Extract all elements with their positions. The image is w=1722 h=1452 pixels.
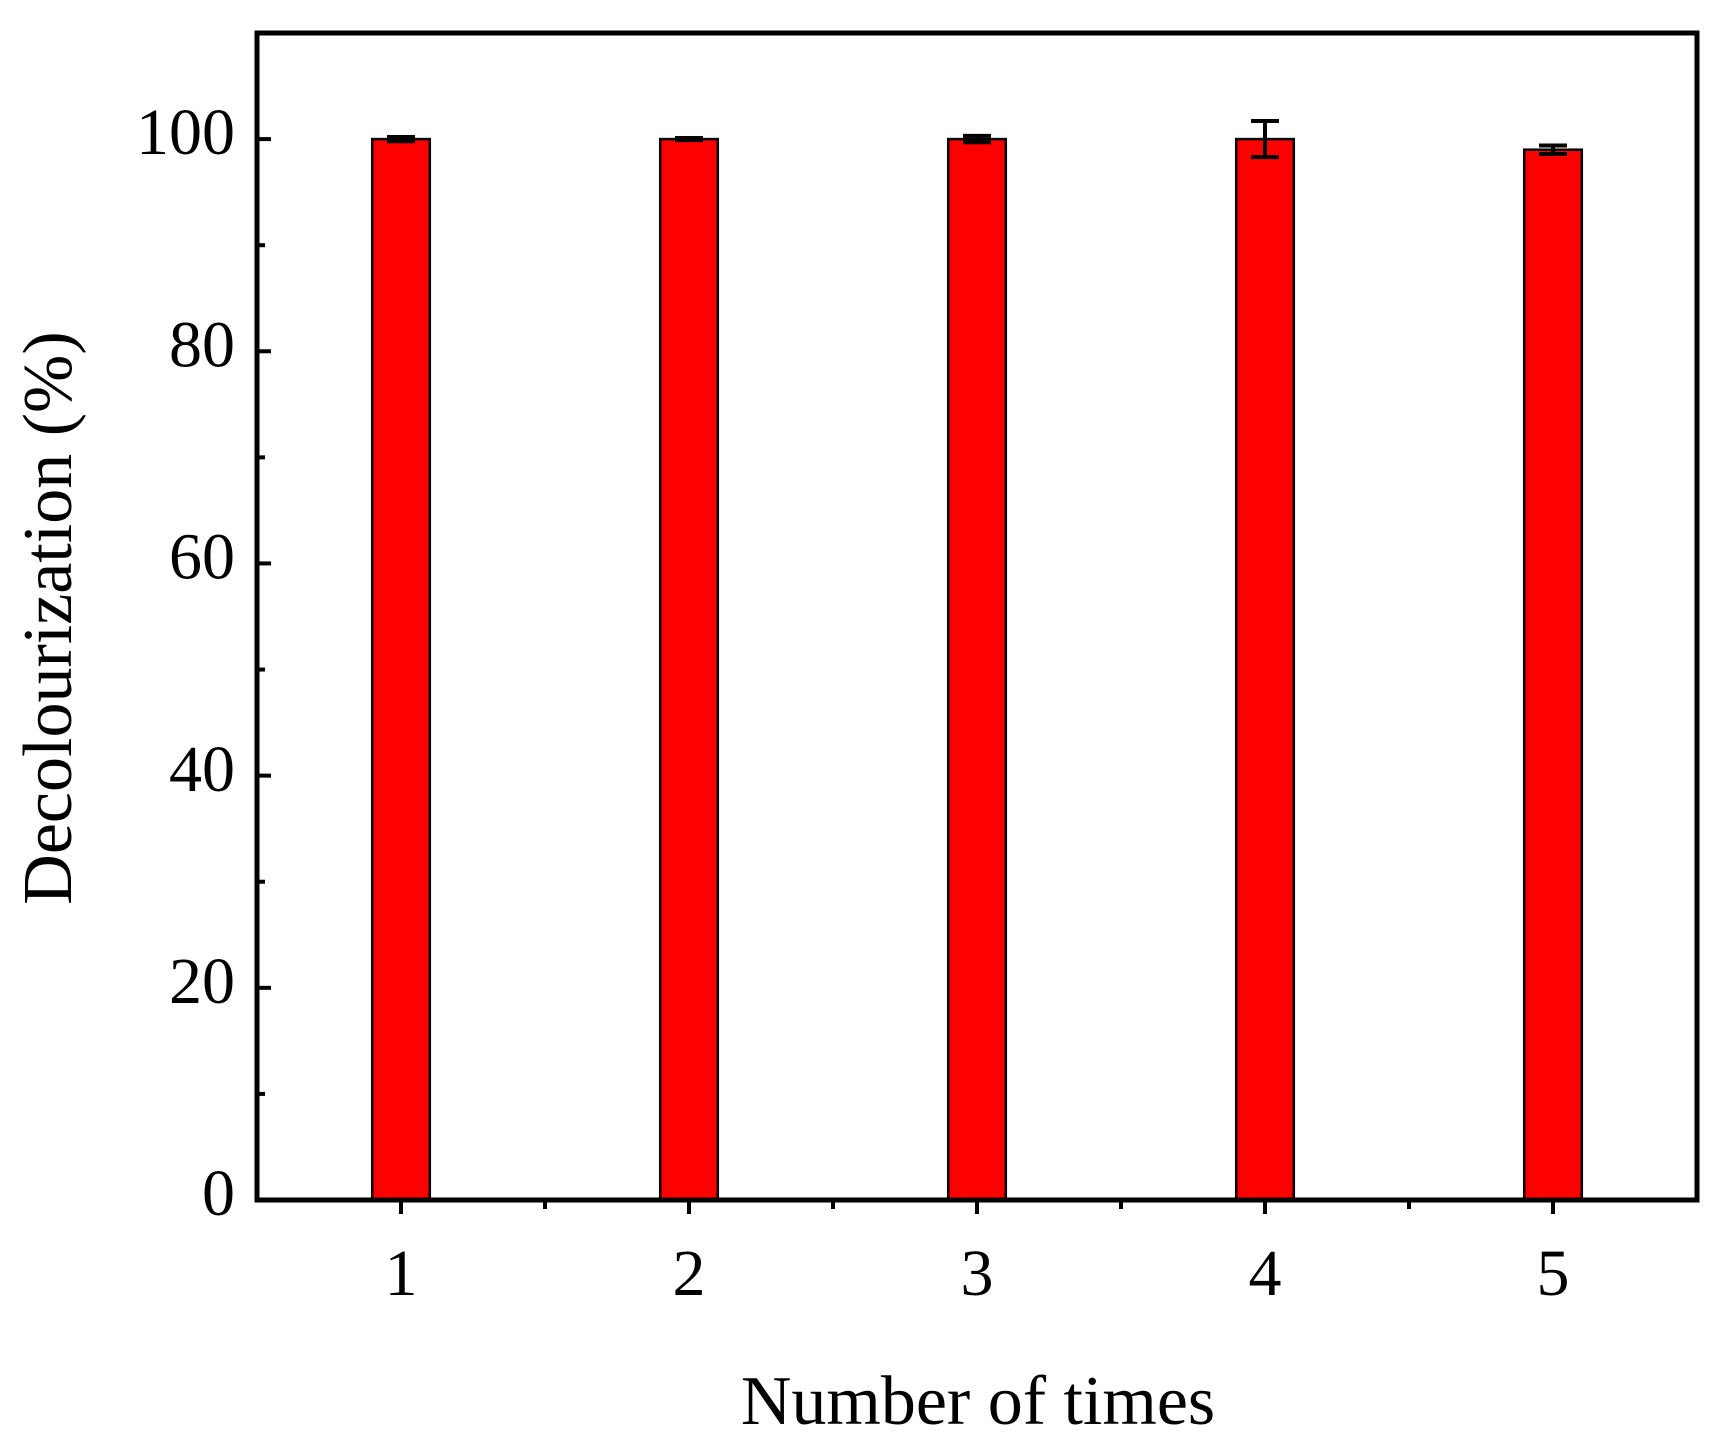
bar xyxy=(370,137,432,1202)
error-bar xyxy=(387,134,415,144)
bar xyxy=(1234,137,1296,1202)
x-tick-label: 1 xyxy=(385,1237,418,1310)
y-axis-title: Decolourization (%) xyxy=(10,331,87,904)
x-tick-label: 3 xyxy=(961,1237,994,1310)
y-tick-label: 0 xyxy=(202,1157,235,1230)
bar xyxy=(1522,148,1584,1202)
x-tick-label: 2 xyxy=(673,1237,706,1310)
x-tick-label: 5 xyxy=(1537,1237,1570,1310)
x-axis-title: Number of times xyxy=(741,1363,1215,1440)
error-bar xyxy=(1539,143,1567,156)
y-tick-label: 20 xyxy=(169,945,235,1018)
plot-frame xyxy=(254,30,1700,1203)
bar xyxy=(946,137,1008,1202)
error-bar xyxy=(675,136,703,143)
y-tick-label: 40 xyxy=(169,733,235,806)
y-tick-label: 80 xyxy=(169,308,235,381)
y-tick-label: 60 xyxy=(169,521,235,594)
error-bar xyxy=(1251,119,1279,160)
bar xyxy=(658,137,720,1202)
error-bar xyxy=(963,133,991,145)
x-tick-label: 4 xyxy=(1249,1237,1282,1310)
y-tick-label: 100 xyxy=(136,96,235,169)
